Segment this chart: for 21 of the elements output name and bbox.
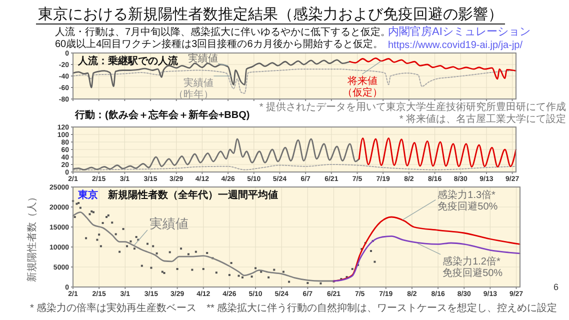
text: 東京における新規陽性者数推定結果（感染力および免疫回避の影響）	[38, 6, 503, 23]
text: https://www.covid19-ai.jp/ja-jp/	[388, 40, 523, 51]
text: 内閣官房AIシミュレーション	[388, 25, 530, 38]
y-axis-title: 新規陽性者数（人）	[26, 192, 38, 282]
text: 6	[553, 282, 559, 292]
chart-title: 東京	[77, 189, 98, 201]
annotation: 感染力1.3倍* 免疫回避50%	[438, 188, 498, 212]
chart-title: 行動：(飲み会＋忘年会＋新年会+BBQ)	[74, 109, 250, 121]
text: * 提供されたデータを用いて東京大学生産技術研究所豊田研にて作成	[259, 101, 566, 113]
chart-title: 人流：乗継駅での人流	[77, 55, 179, 67]
annotation: 将来値（仮定）	[342, 75, 382, 99]
annotation: 実績値	[188, 52, 218, 65]
line-series	[358, 138, 517, 168]
line-series	[333, 236, 521, 282]
text: * 将来値は、名古屋工業大学にて設定	[399, 113, 566, 125]
annotation: 実績値	[149, 216, 188, 231]
annotation: 感染力1.2倍* 免疫回避50%	[442, 255, 503, 279]
line-series	[333, 216, 521, 282]
chart-subtitle: 新規陽性者数（全年代）一週間平均値	[107, 189, 278, 201]
annotation: 実績値（昨年）	[174, 77, 214, 100]
text: * 感染力の倍率は実効再生産数ベース ** 感染拡大に伴う行動の自然抑制は、ワーストケースを想定し、控えめに設定	[30, 302, 558, 314]
